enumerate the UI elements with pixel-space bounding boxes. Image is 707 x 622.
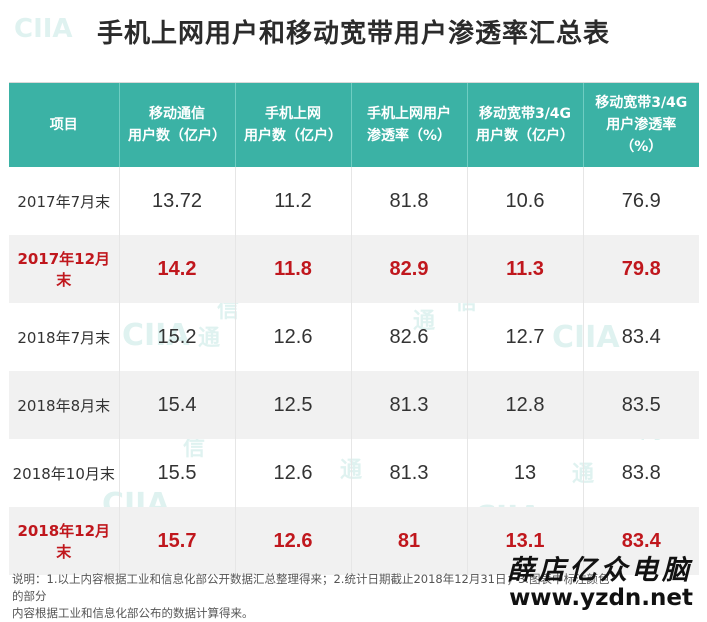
- value-cell: 13.1: [467, 507, 584, 575]
- value-cell: 15.4: [119, 371, 236, 439]
- value-cell: 83.5: [583, 371, 699, 439]
- value-cell: 81: [351, 507, 468, 575]
- value-cell: 15.5: [119, 439, 236, 507]
- row-label-cell: 2018年7月末: [9, 303, 120, 371]
- column-header: 移动宽带3/4G 用户数（亿户）: [467, 83, 584, 167]
- column-header-line: 用户数（亿户）: [128, 128, 226, 144]
- value-cell: 12.8: [467, 371, 584, 439]
- summary-table-container: 项目 移动通信 用户数（亿户） 手机上网 用户数（亿户） 手机上网用户 渗透率（%） 移动宽带…: [9, 82, 699, 575]
- table-row: 2017年12月末 14.2 11.8 82.9 11.3 79.8: [9, 235, 699, 303]
- column-header-line: 用户渗透率: [606, 117, 677, 133]
- column-header-line: 用户数（亿户）: [476, 128, 574, 144]
- value-cell: 14.2: [119, 235, 236, 303]
- value-cell: 79.8: [583, 235, 699, 303]
- row-label-cell: 2017年7月末: [9, 167, 120, 235]
- table-row: 2018年8月末 15.4 12.5 81.3 12.8 83.5: [9, 371, 699, 439]
- row-label-cell: 2018年8月末: [9, 371, 120, 439]
- row-label-cell: 2017年12月末: [9, 235, 120, 303]
- value-cell: 12.7: [467, 303, 584, 371]
- column-header-line: 移动宽带3/4G: [478, 106, 572, 122]
- table-row: 2017年7月末 13.72 11.2 81.8 10.6 76.9: [9, 167, 699, 235]
- value-cell: 15.2: [119, 303, 236, 371]
- column-header-line: 渗透率（%）: [366, 128, 452, 144]
- column-header-line: 手机上网用户: [367, 106, 451, 122]
- value-cell: 12.6: [235, 507, 352, 575]
- value-cell: 11.8: [235, 235, 352, 303]
- value-cell: 81.3: [351, 371, 468, 439]
- row-label-cell: 2018年12月末: [9, 507, 120, 575]
- footnote-line-1: 说明：1.以上内容根据工业和信息化部公开数据汇总整理得来；2.统计日期截止201…: [12, 572, 610, 603]
- column-header-line: 用户数（亿户）: [244, 128, 342, 144]
- value-cell: 83.4: [621, 325, 661, 348]
- value-cell: 11.2: [235, 167, 352, 235]
- value-cell: 13: [467, 439, 584, 507]
- table-header-row: 项目 移动通信 用户数（亿户） 手机上网 用户数（亿户） 手机上网用户 渗透率（%） 移动宽带…: [9, 83, 699, 167]
- column-header: 手机上网用户数（亿户）: [235, 83, 352, 167]
- value-cell: 76.9: [621, 189, 661, 212]
- column-header-line: 手机上网: [265, 106, 321, 122]
- page-title: 手机上网用户和移动宽带用户渗透率汇总表: [96, 18, 610, 49]
- value-cell: 83.4: [583, 507, 699, 575]
- row-label-cell: 2018年10月末: [9, 439, 120, 507]
- column-header-line: 移动宽带3/4G: [595, 95, 688, 111]
- value-cell: 13.72: [119, 167, 236, 235]
- value-cell: 11.3: [467, 235, 584, 303]
- value-cell: 83.8: [621, 461, 661, 484]
- value-cell: 12.5: [235, 371, 352, 439]
- column-header-line: 项目: [49, 117, 78, 133]
- table-row: 2018年10月末 15.5 12.6 81.3 13 83.8: [9, 439, 699, 507]
- value-cell: 10.6: [467, 167, 584, 235]
- column-header: 移动宽带3/4G 用户渗透率 （%）: [583, 83, 699, 167]
- value-cell: 82.6: [351, 303, 468, 371]
- value-cell: 81.3: [351, 439, 468, 507]
- column-header: 手机上网用户 渗透率（%）: [351, 83, 468, 167]
- column-header: 项目: [9, 83, 120, 167]
- table-row: 2018年12月末 15.7 12.6 81 13.1 83.4: [9, 507, 699, 575]
- brand-name: 薛店亿众电脑: [507, 555, 693, 586]
- value-cell: 15.7: [119, 507, 236, 575]
- summary-table: 项目 移动通信 用户数（亿户） 手机上网 用户数（亿户） 手机上网用户 渗透率（%） 移动宽带…: [9, 83, 699, 575]
- value-cell: 12.6: [235, 303, 352, 371]
- brand-watermark: 薛店亿众电脑 www.yzdn.net: [507, 548, 693, 611]
- value-cell: 82.9: [351, 235, 468, 303]
- table-row: 2018年7月末 15.2 12.6 82.6 12.7 83.4: [9, 303, 699, 371]
- column-header: 移动通信用户数（亿户）: [119, 83, 236, 167]
- column-header-line: 移动通信: [149, 106, 205, 122]
- value-cell: 12.6: [235, 439, 352, 507]
- value-cell: 81.8: [351, 167, 468, 235]
- table-body: 2017年7月末 13.72 11.2 81.8 10.6 76.9 2017年12月末 14…: [9, 167, 699, 575]
- brand-url: www.yzdn.net: [509, 585, 693, 611]
- column-header-line: （%）: [620, 139, 663, 155]
